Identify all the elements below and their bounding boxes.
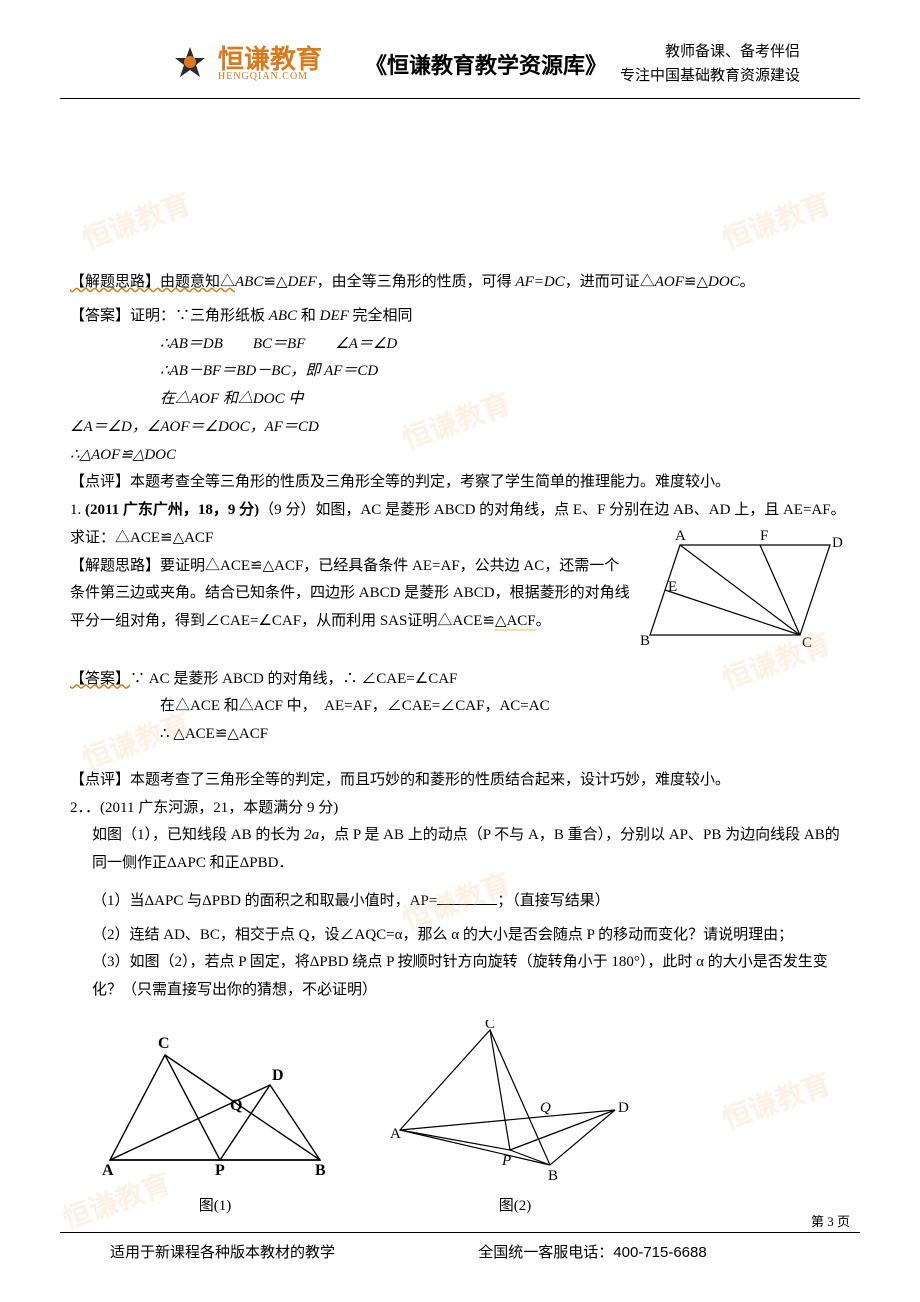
svg-text:F: F — [760, 528, 768, 544]
svg-text:B: B — [548, 1168, 558, 1180]
svg-text:B: B — [640, 633, 650, 649]
q1-solution-idea: 【解题思路】要证明△ACE≌△ACF，已经具备条件 AE=AF，公共边 AC，还… — [70, 553, 630, 636]
header-right-line2: 专注中国基础教育资源建设 — [620, 64, 800, 88]
comment-line: 【点评】本题考查全等三角形的性质及三角形全等的判定，考察了学生简单的推理能力。难… — [70, 469, 850, 497]
svg-text:Q: Q — [540, 1100, 551, 1116]
figure-1-caption: 图(1) — [100, 1193, 330, 1221]
header-right-line1: 教师备课、备考伴侣 — [620, 40, 800, 64]
page-header: 恒谦教育 HENGQIAN.COM 《恒谦教育教学资源库》 教师备课、备考伴侣 … — [60, 0, 860, 99]
svg-text:C: C — [158, 1035, 170, 1052]
figures-row: A B C D P Q 图(1) A B C D P Q — [70, 1005, 850, 1221]
question-2-part2: （2）连结 AD、BC，相交于点 Q，设∠AQC=α，那么 α 的大小是否会随点… — [70, 922, 850, 950]
figure-2: A B C D P Q 图(2) — [390, 1020, 640, 1221]
logo-area: 恒谦教育 HENGQIAN.COM — [170, 44, 322, 84]
svg-text:A: A — [675, 528, 686, 544]
svg-text:D: D — [618, 1100, 629, 1116]
q1-answer-line: 在△ACE 和△ACF 中， AE=AF，∠CAE=∠CAF，AC=AC — [70, 693, 850, 721]
svg-text:B: B — [315, 1162, 326, 1179]
header-right: 教师备课、备考伴侣 专注中国基础教育资源建设 — [620, 40, 800, 88]
q1-comment: 【点评】本题考查了三角形全等的判定，而且巧妙的和菱形的性质结合起来，设计巧妙，难… — [70, 767, 850, 795]
proof-line: ∴△AOF≌△DOC — [70, 442, 850, 470]
svg-text:C: C — [485, 1020, 495, 1032]
question-1-header: 1. (2011 广东广州，18，9 分)（9 分）如图，AC 是菱形 ABCD… — [70, 497, 850, 525]
question-2-header: 2．．(2011 广东河源，21，本题满分 9 分) — [70, 795, 850, 823]
footer-center: 全国统一客服电话：400-715-6688 — [478, 1241, 706, 1262]
proof-line: ∠A＝∠D，∠AOF＝∠DOC，AF＝CD — [70, 414, 850, 442]
q1-answer: 【答案】∵【答案】∵ AC 是菱形 ABCD 的对角线，∴ ∠CAE=∠CAF … — [70, 666, 850, 694]
svg-text:D: D — [272, 1067, 284, 1084]
question-1-body: 求证：△ACE≌△ACF 【解题思路】要证明△ACE≌△ACF，已经具备条件 A… — [70, 525, 850, 666]
logo-pinyin: HENGQIAN.COM — [218, 72, 322, 82]
solution-idea: 【解题思路】由题意知△ABC≌△DEF，由全等三角形的性质，可得 AF=DC，进… — [70, 269, 850, 297]
logo-icon — [170, 44, 210, 84]
logo-text: 恒谦教育 HENGQIAN.COM — [218, 46, 322, 82]
proof-line: ∴AB＝DB BC＝BF ∠A＝∠D — [70, 331, 850, 359]
q1-answer-line: ∴ △ACE≌△ACF — [70, 721, 850, 749]
svg-text:P: P — [215, 1162, 225, 1179]
question-1-text: 求证：△ACE≌△ACF 【解题思路】要证明△ACE≌△ACF，已经具备条件 A… — [70, 525, 630, 636]
page-content: 【解题思路】由题意知△ABC≌△DEF，由全等三角形的性质，可得 AF=DC，进… — [0, 99, 920, 1220]
svg-text:Q: Q — [230, 1097, 242, 1114]
svg-text:C: C — [802, 635, 812, 651]
figure-1: A B C D P Q 图(1) — [100, 1030, 330, 1221]
svg-text:E: E — [668, 579, 677, 595]
question-2-stem: 如图（1），已知线段 AB 的长为 2a，点 P 是 AB 上的动点（P 不与 … — [70, 822, 850, 878]
header-title: 《恒谦教育教学资源库》 — [322, 48, 620, 80]
page-number: 第 3 页 — [811, 1211, 850, 1230]
proof-line: ∴AB－BF＝BD－BC，即 AF＝CD — [70, 358, 850, 386]
fill-blank[interactable] — [437, 890, 497, 905]
page-footer: 第 3 页 适用于新课程各种版本教材的教学 全国统一客服电话：400-715-6… — [60, 1232, 860, 1302]
question-2-part1: （1）当ΔAPC 与ΔPBD 的面积之和取最小值时，AP=；（直接写结果） — [70, 888, 850, 916]
svg-text:A: A — [390, 1126, 401, 1142]
question-2-part3: （3）如图（2），若点 P 固定，将ΔPBD 绕点 P 按顺时针方向旋转（旋转角… — [70, 949, 850, 1005]
svg-text:A: A — [102, 1162, 114, 1179]
answer-start: 【答案】证明：∵三角形纸板 ABC 和 DEF 完全相同 — [70, 303, 850, 331]
rhombus-figure: A F D E B C — [640, 525, 850, 666]
proof-line: 在△AOF 和△DOC 中 — [70, 386, 850, 414]
svg-text:P: P — [501, 1153, 511, 1169]
svg-text:D: D — [832, 535, 843, 551]
figure-2-caption: 图(2) — [390, 1193, 640, 1221]
footer-left: 适用于新课程各种版本教材的教学 — [110, 1241, 335, 1262]
logo-cn: 恒谦教育 — [218, 46, 322, 72]
